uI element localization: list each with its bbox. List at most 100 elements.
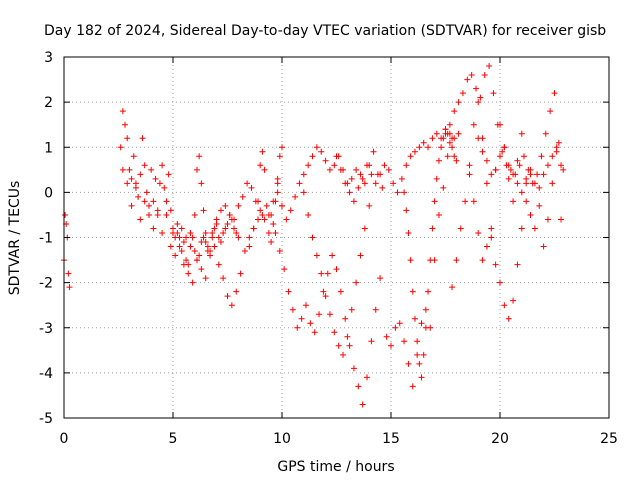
- data-point: [505, 315, 512, 322]
- data-point: [549, 153, 556, 160]
- data-point: [137, 171, 144, 178]
- data-point: [163, 211, 170, 218]
- data-point: [357, 171, 364, 178]
- data-point: [285, 288, 292, 295]
- data-point: [429, 135, 436, 142]
- data-point: [311, 329, 318, 336]
- data-point: [65, 270, 72, 277]
- data-point: [119, 108, 126, 115]
- data-point: [257, 162, 264, 169]
- data-point: [355, 184, 362, 191]
- data-point: [442, 130, 449, 137]
- data-point: [455, 99, 462, 106]
- data-point: [187, 229, 194, 236]
- data-point: [466, 171, 473, 178]
- data-point: [510, 171, 517, 178]
- axis-ticks: 0 5 10 15 20 25 -5 -4 -3 -2 -1 0 1 2 3: [39, 50, 618, 447]
- data-point: [551, 90, 558, 97]
- data-point: [135, 193, 142, 200]
- data-point: [335, 342, 342, 349]
- data-point: [477, 94, 484, 101]
- data-point: [204, 248, 211, 255]
- data-point: [520, 153, 527, 160]
- y-tick-label: 0: [44, 185, 53, 201]
- x-tick-label: 5: [169, 431, 178, 447]
- data-point: [385, 166, 392, 173]
- data-point: [202, 229, 209, 236]
- data-point: [527, 171, 534, 178]
- data-point: [274, 180, 281, 187]
- data-point: [346, 342, 353, 349]
- y-tick-label: 1: [44, 140, 53, 156]
- data-point: [167, 207, 174, 214]
- data-point: [233, 288, 240, 295]
- data-point: [409, 288, 416, 295]
- x-tick-label: 25: [600, 431, 618, 447]
- data-point: [265, 229, 272, 236]
- data-point: [213, 216, 220, 223]
- data-point: [340, 351, 347, 358]
- data-point: [313, 252, 320, 259]
- data-point: [353, 279, 360, 286]
- data-point: [248, 184, 255, 191]
- data-point: [364, 374, 371, 381]
- series-s13: [449, 99, 495, 291]
- data-point: [152, 175, 159, 182]
- data-point: [364, 162, 371, 169]
- data-point: [350, 365, 357, 372]
- y-tick-label: 2: [44, 95, 53, 111]
- y-axis-title: SDTVAR / TECUs: [7, 181, 23, 296]
- data-point: [462, 198, 469, 205]
- data-point: [479, 148, 486, 155]
- data-point: [300, 171, 307, 178]
- data-point: [359, 401, 366, 408]
- data-point: [440, 135, 447, 142]
- data-point: [331, 329, 338, 336]
- data-point: [464, 76, 471, 83]
- data-point: [422, 306, 429, 313]
- data-point: [481, 72, 488, 79]
- data-point: [226, 211, 233, 218]
- data-point: [326, 311, 333, 318]
- x-tick-label: 10: [273, 431, 291, 447]
- data-point: [497, 279, 503, 286]
- data-point: [490, 90, 497, 97]
- data-point: [263, 202, 270, 209]
- data-point: [220, 275, 227, 282]
- data-point: [279, 144, 285, 151]
- data-point: [211, 243, 218, 250]
- data-point: [418, 374, 425, 381]
- data-point: [207, 252, 214, 259]
- data-point: [388, 342, 394, 349]
- series-s1: [61, 211, 73, 291]
- data-point: [420, 139, 427, 146]
- data-point: [302, 302, 309, 309]
- series-s10: [383, 135, 456, 390]
- data-point: [355, 383, 362, 390]
- data-point: [344, 333, 351, 340]
- data-point: [558, 162, 565, 169]
- data-point: [268, 211, 275, 218]
- data-point: [361, 225, 368, 232]
- data-point: [449, 144, 456, 151]
- data-point: [514, 261, 521, 268]
- data-point: [130, 153, 137, 160]
- data-point: [128, 202, 135, 209]
- data-point: [246, 234, 253, 241]
- data-point: [536, 184, 543, 191]
- data-point: [440, 184, 447, 191]
- data-point: [516, 162, 523, 169]
- data-point: [322, 293, 329, 300]
- data-point: [193, 257, 200, 264]
- data-point: [544, 216, 551, 223]
- data-point: [228, 302, 235, 309]
- data-point: [492, 261, 499, 268]
- data-point: [154, 207, 161, 214]
- data-point: [435, 211, 442, 218]
- data-point: [180, 239, 187, 246]
- x-tick-label: 15: [382, 431, 400, 447]
- data-point: [235, 202, 242, 209]
- data-point: [124, 180, 131, 187]
- data-point: [222, 202, 229, 209]
- data-point: [66, 284, 73, 291]
